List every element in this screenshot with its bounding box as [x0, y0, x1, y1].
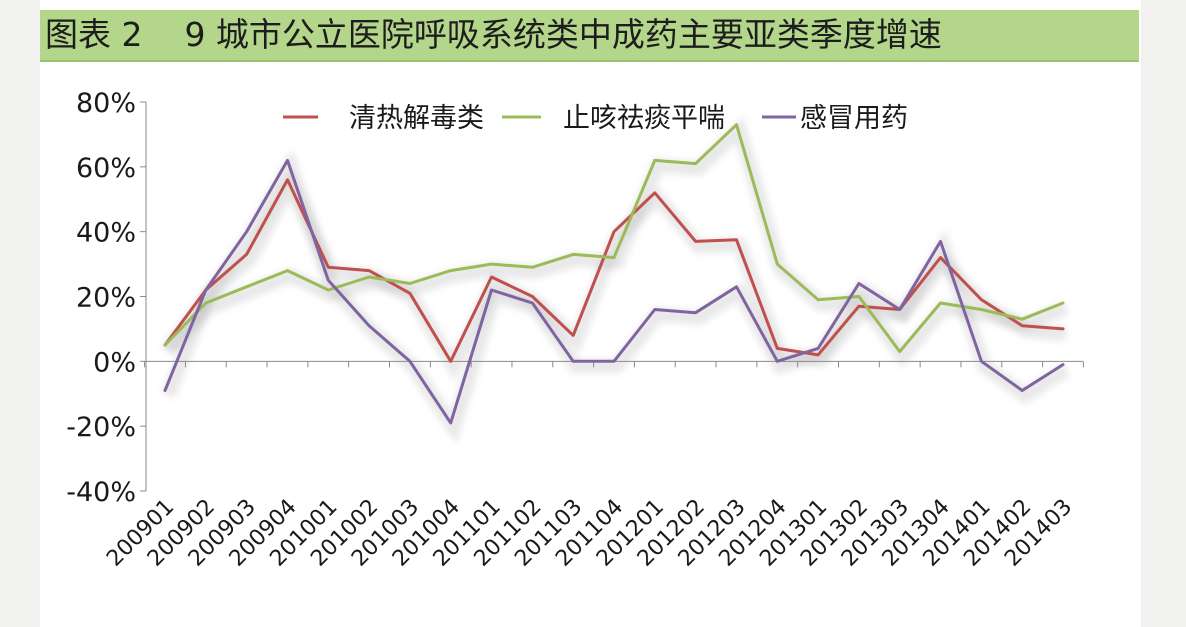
figure-title-bar: 图表 2 9 城市公立医院呼吸系统类中成药主要亚类季度增速	[40, 10, 1139, 62]
legend-label: 清热解毒类	[349, 103, 484, 134]
series-line	[163, 123, 1065, 354]
y-tick-label: 40%	[76, 218, 136, 249]
legend-label: 止咳祛痰平喘	[563, 103, 725, 134]
y-tick-label: -40%	[66, 477, 136, 508]
series-shadow	[162, 116, 1069, 368]
chart-series	[163, 123, 1065, 425]
y-tick-label: 0%	[93, 347, 136, 378]
legend-label: 感冒用药	[800, 103, 908, 134]
series-line	[163, 158, 1065, 425]
figure-title: 图表 2 9 城市公立医院呼吸系统类中成药主要亚类季度增速	[45, 15, 942, 54]
y-tick-label: -20%	[66, 412, 136, 443]
y-tick-label: 20%	[76, 283, 136, 314]
y-tick-label: 80%	[76, 88, 136, 119]
chart-legend: 清热解毒类 止咳祛痰平喘 感冒用药	[283, 103, 908, 134]
y-tick-label: 60%	[76, 153, 136, 184]
